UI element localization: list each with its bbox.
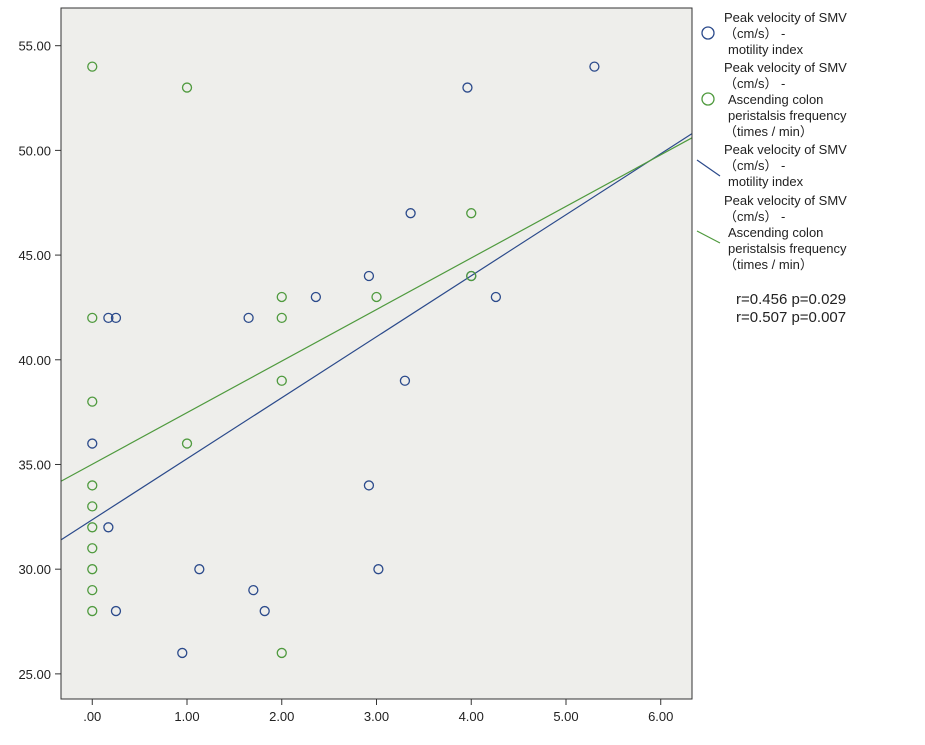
legend-series-1-line-1: Peak velocity of SMV xyxy=(724,10,847,25)
legend-swatch-fit-2 xyxy=(696,230,721,244)
x-tick-label-3: 2.00 xyxy=(269,709,294,724)
legend-series-2-line-1: Peak velocity of SMV xyxy=(724,60,847,75)
x-tick-label-1: .00 xyxy=(83,709,101,724)
legend-series-2-line-4: peristalsis frequency xyxy=(728,108,847,123)
y-tick-label-1: 25.00 xyxy=(18,667,51,682)
legend-fit-2-line-4: peristalsis frequency xyxy=(728,241,847,256)
x-tick-label-2: 1.00 xyxy=(174,709,199,724)
data-point-s2-12 xyxy=(181,438,193,449)
data-points xyxy=(87,61,600,659)
data-point-s1-6 xyxy=(194,564,205,575)
data-point-s1-14 xyxy=(399,375,411,386)
y-tick-label-2: 30.00 xyxy=(18,562,51,577)
data-point-s2-19 xyxy=(466,270,477,282)
x-tick-label-7: 6.00 xyxy=(648,709,673,724)
legend-series-2-line-3: Ascending colon xyxy=(728,92,823,107)
data-point-s1-3 xyxy=(103,522,114,533)
plot-area xyxy=(61,8,692,699)
legend-fit-1-line-1: Peak velocity of SMV xyxy=(724,142,847,157)
legend-marker-series-2 xyxy=(701,92,715,106)
data-point-s2-9 xyxy=(87,584,98,596)
data-point-s2-18 xyxy=(466,208,477,219)
y-tick-label-5: 45.00 xyxy=(18,248,51,263)
legend-series-2-line-5: （times / min） xyxy=(724,124,813,139)
legend-series-1-line-3: motility index xyxy=(728,42,804,57)
fit-line-2 xyxy=(60,137,693,482)
correlation-stat-2: r=0.507 p=0.007 xyxy=(736,309,846,326)
data-point-s2-15 xyxy=(276,375,287,386)
data-point-s1-8 xyxy=(248,584,259,596)
legend-fit-2-line-1: Peak velocity of SMV xyxy=(724,193,847,208)
data-point-s2-13 xyxy=(276,291,287,303)
data-point-s1-13 xyxy=(373,564,384,575)
data-point-s1-16 xyxy=(462,82,473,93)
axes: 25.00 30.00 35.00 40.00 45.00 50.00 55.00 .00 1.… xyxy=(18,39,673,724)
correlation-stat-1: r=0.456 p=0.029 xyxy=(736,291,846,308)
y-tick-label-7: 55.00 xyxy=(18,39,51,54)
data-point-s1-5 xyxy=(177,647,188,659)
data-point-s2-5 xyxy=(87,501,98,512)
legend-series-2-line-2: （cm/s） - xyxy=(724,76,785,91)
data-point-s1-7 xyxy=(243,312,254,324)
data-point-s2-2 xyxy=(87,312,98,324)
data-point-s1-9 xyxy=(259,605,270,617)
x-tick-label-4: 3.00 xyxy=(364,709,389,724)
legend-fit-2-line-2: （cm/s） - xyxy=(724,209,785,224)
legend-fit-1-line-2: （cm/s） - xyxy=(724,158,785,173)
data-point-s2-17 xyxy=(371,291,382,303)
y-tick-label-3: 35.00 xyxy=(18,457,51,472)
data-point-s2-8 xyxy=(87,564,98,575)
x-tick-label-6: 5.00 xyxy=(553,709,578,724)
x-tick-label-5: 4.00 xyxy=(459,709,484,724)
data-point-s1-4 xyxy=(110,605,122,617)
legend-fit-2-line-3: Ascending colon xyxy=(728,225,823,240)
data-point-s2-4 xyxy=(87,480,98,491)
data-point-s2-1 xyxy=(87,61,98,72)
data-point-s2-10 xyxy=(87,605,98,617)
data-point-s2-3 xyxy=(87,396,98,407)
data-point-s1-1 xyxy=(103,312,114,324)
legend-series-1-line-2: （cm/s） - xyxy=(724,26,785,41)
data-point-s2-7 xyxy=(87,543,98,554)
data-point-s1-10 xyxy=(310,291,322,303)
fit-lines xyxy=(60,133,693,541)
data-point-s1-18 xyxy=(490,291,502,303)
legend-fit-2-line-5: （times / min） xyxy=(724,257,813,272)
data-point-s1-11 xyxy=(363,270,375,282)
data-point-s1-12 xyxy=(363,480,375,491)
fit-line-1 xyxy=(60,133,693,541)
data-point-s2-11 xyxy=(181,82,193,93)
legend-fit-1-line-3: motility index xyxy=(728,174,804,189)
legend-marker-series-1 xyxy=(701,26,715,40)
data-point-s1-2 xyxy=(110,312,122,324)
legend-swatch-fit-1 xyxy=(696,159,721,177)
y-tick-label-6: 50.00 xyxy=(18,143,51,158)
y-tick-label-4: 40.00 xyxy=(18,353,51,368)
data-point-s2-14 xyxy=(276,312,287,324)
data-point-s1-19 xyxy=(589,61,600,72)
data-point-s2-16 xyxy=(276,647,287,659)
legend: Peak velocity of SMV（cm/s） -motility ind… xyxy=(696,10,847,272)
data-point-s1-20 xyxy=(87,438,98,449)
data-point-s1-15 xyxy=(405,208,416,219)
data-point-s2-6 xyxy=(87,522,98,533)
